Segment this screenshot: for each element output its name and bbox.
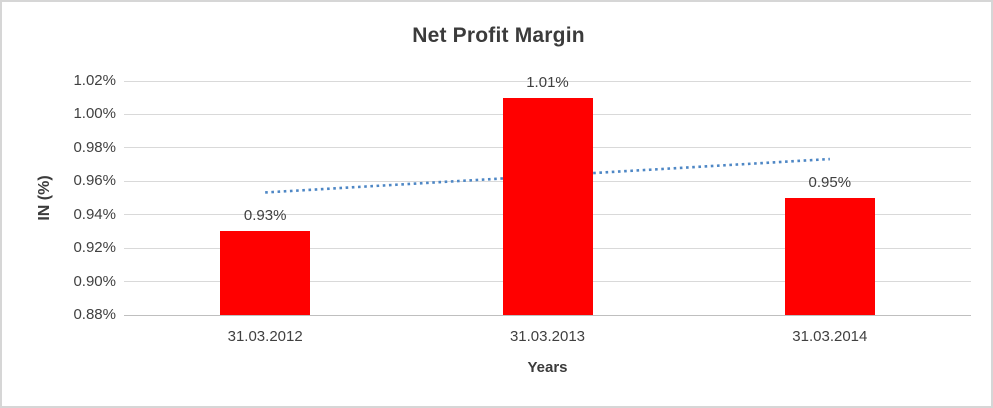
bar-31.03.2013 (502, 97, 593, 315)
x-tick-label: 31.03.2013 (509, 328, 586, 345)
y-tick-label: 0.92% (73, 239, 116, 257)
y-axis-title: IN (%) (36, 175, 53, 221)
y-tick-label: 0.96% (73, 172, 116, 190)
x-axis-title: Years (527, 359, 568, 376)
y-tick-label: 0.94% (73, 205, 116, 223)
y-tick-label: 0.88% (73, 306, 116, 323)
x-axis-line (124, 314, 971, 316)
x-tick-label: 31.03.2012 (227, 328, 303, 345)
bar-31.03.2012 (220, 231, 311, 315)
bar-data-label: 1.01% (526, 73, 569, 91)
bar-data-label: 0.95% (808, 174, 852, 191)
y-gridline (124, 80, 971, 82)
chart-title: Net Profit Margin (412, 24, 585, 47)
y-tick-label: 1.00% (73, 105, 116, 123)
trendline (265, 157, 830, 194)
y-tick-label: 0.90% (73, 272, 116, 290)
plot-area (124, 80, 971, 316)
bar-31.03.2014 (784, 198, 875, 315)
x-tick-label: 31.03.2014 (792, 328, 868, 345)
bar-data-label: 0.93% (243, 207, 287, 225)
y-tick-label: 1.02% (73, 72, 116, 89)
y-tick-label: 0.98% (73, 138, 116, 156)
